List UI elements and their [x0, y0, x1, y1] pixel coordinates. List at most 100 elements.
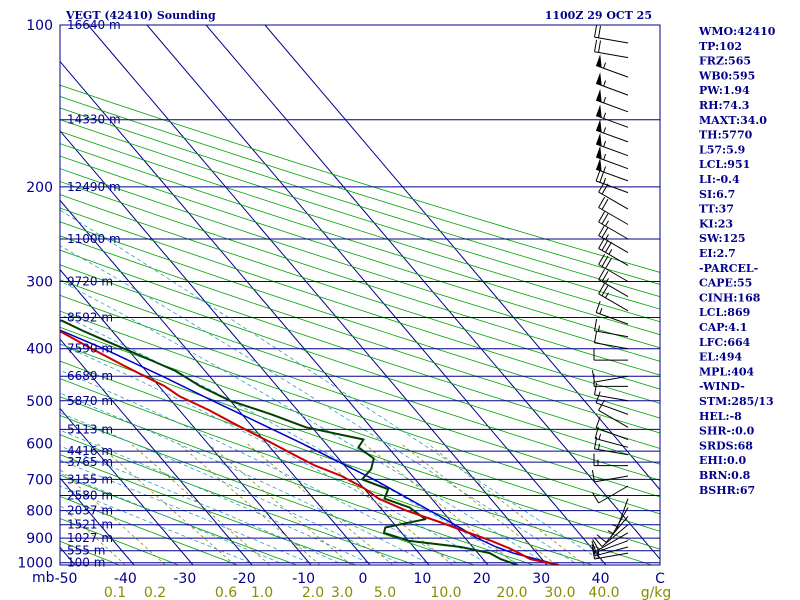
- dry-adiabat: [60, 207, 660, 404]
- wind-barb: [598, 196, 629, 225]
- pressure-tick-label: 700: [26, 472, 53, 488]
- height-label: 3155 m: [67, 472, 113, 486]
- sounding-profiles: [60, 319, 560, 565]
- index-value: CAP:4.1: [699, 321, 747, 334]
- dry-adiabat: [60, 84, 660, 273]
- wind-barb: [598, 224, 629, 254]
- index-value: HEL:-8: [699, 410, 742, 423]
- mixing-ratio-line: [246, 443, 394, 565]
- height-label: 5870 m: [67, 394, 113, 408]
- wind-barb: [595, 169, 629, 194]
- height-label: 11000 m: [67, 232, 121, 246]
- dry-adiabat: [60, 434, 416, 565]
- temperature-tick-label: 40: [592, 571, 610, 587]
- wind-barb: [594, 25, 629, 44]
- height-label: 16640 m: [67, 18, 121, 32]
- isotherm-line: [264, 25, 660, 491]
- temperature-tick-label: C: [655, 571, 665, 587]
- wind-barb: [595, 104, 629, 128]
- mixing-ratio-tick-label: 0.1: [104, 585, 126, 600]
- dry-adiabat: [60, 235, 660, 434]
- height-label: 14330 m: [67, 113, 121, 127]
- height-label: 3765 m: [67, 455, 113, 469]
- index-value: LCL:951: [699, 158, 750, 171]
- pressure-tick-label: 1000: [17, 556, 53, 572]
- wind-barb: [595, 416, 629, 440]
- isotherm-line: [60, 407, 194, 565]
- plot-frame: [59, 24, 661, 566]
- mixing-ratio-line: [97, 443, 235, 565]
- index-value: TT:37: [699, 203, 734, 216]
- dry-adiabat: [60, 249, 660, 449]
- isotherm-line: [60, 60, 489, 565]
- temperature-tick-label: -50: [55, 571, 78, 587]
- index-value: EL:494: [699, 351, 742, 364]
- wind-barb: [592, 532, 629, 551]
- isotherm-line: [87, 25, 548, 565]
- temperature-tick-label: 30: [532, 571, 550, 587]
- index-value: FRZ:565: [699, 55, 751, 68]
- temperature-tick-label: 20: [473, 571, 491, 587]
- wind-barb: [595, 301, 629, 325]
- index-value: BSHR:67: [699, 484, 755, 497]
- moist-adiabat: [60, 429, 369, 564]
- dry-adiabat: [60, 194, 660, 390]
- wind-barb: [594, 383, 629, 402]
- dry-adiabat: [60, 517, 179, 565]
- wind-barb: [591, 540, 629, 553]
- wind-barb: [595, 391, 629, 415]
- mixing-ratio-tick-label: 40.0: [588, 585, 619, 600]
- mixing-ratio-line: [130, 443, 270, 565]
- dry-adiabat: [60, 155, 660, 349]
- height-label: 9720 m: [67, 275, 113, 289]
- wind-barb: [593, 524, 629, 547]
- dry-adiabat: [60, 131, 660, 323]
- wind-barb: [595, 145, 629, 170]
- index-value: L57:5.9: [699, 143, 745, 156]
- wind-barb: [595, 88, 629, 113]
- pressure-unit-label: mb: [32, 570, 55, 586]
- pressure-tick-label: 400: [26, 342, 53, 358]
- dry-adiabat: [60, 279, 660, 481]
- index-value: EHI:0.0: [699, 454, 746, 467]
- axis-labels: 16640 m 14330 m 12490 m 11000 m 9720 m 8592 m…: [17, 18, 671, 600]
- mixing-ratio-tick-label: 10.0: [430, 585, 461, 600]
- temperature-tick-label: 0: [359, 571, 368, 587]
- index-value: CINH:168: [699, 291, 761, 304]
- dry-adiabat: [60, 119, 660, 310]
- mixing-ratio-line: [363, 443, 518, 565]
- pressure-tick-label: 600: [26, 436, 53, 452]
- height-label: 2580 m: [67, 489, 113, 503]
- wind-barb: [595, 72, 629, 96]
- wind-barbs: [591, 25, 629, 560]
- mixing-ratio-line: [400, 443, 557, 565]
- isobar-lines: [60, 24, 660, 564]
- index-value: BRN:0.8: [699, 469, 751, 482]
- wind-barb: [598, 253, 629, 282]
- height-label: 555 m: [67, 544, 105, 558]
- wind-barb: [598, 211, 629, 240]
- height-label: 2037 m: [67, 504, 113, 518]
- wind-barb: [593, 453, 628, 467]
- chart-title-time: 1100Z 29 OCT 25: [545, 9, 652, 22]
- height-label: 7590 m: [67, 342, 113, 356]
- mixing-ratio-tick-label: 5.0: [374, 585, 396, 600]
- index-value: SHR-:0.0: [699, 425, 755, 438]
- height-label: 6689 m: [67, 369, 113, 383]
- index-value: SI:6.7: [699, 188, 735, 201]
- index-value: LFC:664: [699, 336, 751, 349]
- isotherm-line: [60, 199, 371, 565]
- height-label: 100 m: [67, 556, 105, 570]
- wind-barb: [594, 39, 629, 59]
- dry-adiabat: [60, 360, 652, 565]
- dry-adiabat: [60, 343, 660, 550]
- isotherm-line: [146, 25, 607, 565]
- chart-title-station: VEGT (42410) Sounding: [65, 9, 216, 22]
- isotherm-line: [60, 268, 312, 565]
- pressure-tick-label: 800: [26, 504, 53, 520]
- height-label: 12490 m: [67, 180, 121, 194]
- height-label: 1521 m: [67, 518, 113, 532]
- mixing-ratio-tick-label: 30.0: [544, 585, 575, 600]
